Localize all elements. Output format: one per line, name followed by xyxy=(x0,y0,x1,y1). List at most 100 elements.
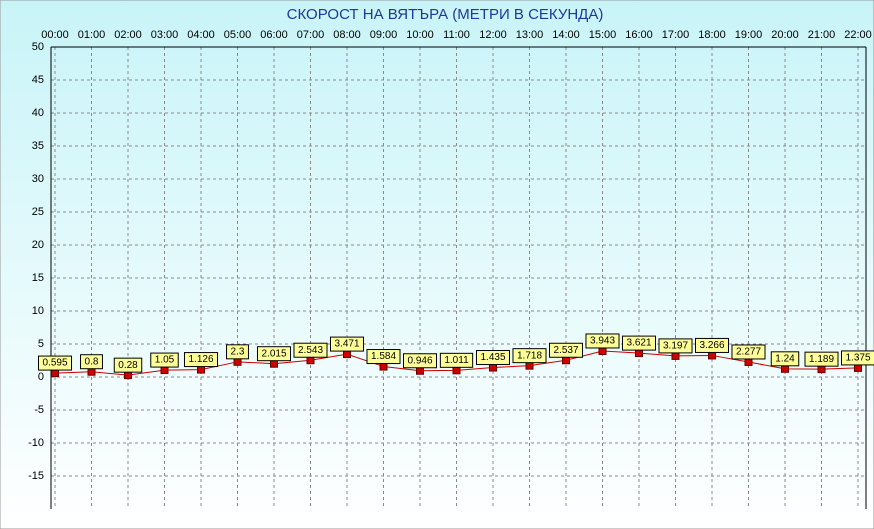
value-label: 1.718 xyxy=(517,350,542,361)
marker xyxy=(233,357,242,366)
value-label: 2.537 xyxy=(553,345,578,356)
marker xyxy=(452,366,461,375)
value-label: 1.24 xyxy=(775,353,795,364)
marker xyxy=(562,356,570,365)
marks: 0.595 0.8 0.28 1.05 1.126 2.3 2.015 2.543 3.471 1… xyxy=(37,333,874,380)
x-tick-label: 02:00 xyxy=(114,29,142,41)
value-label-box xyxy=(840,350,874,366)
value-label: 0.595 xyxy=(42,358,67,369)
value-label: 1.375 xyxy=(845,353,870,364)
x-tick-label: 03:00 xyxy=(151,29,179,41)
y-tick-label: 20 xyxy=(32,239,44,251)
y-tick-label: 15 xyxy=(32,272,44,284)
x-tick-label: 12:00 xyxy=(479,29,507,41)
value-label-box xyxy=(402,353,438,369)
x-tick-label: 09:00 xyxy=(370,29,398,41)
value-label-box xyxy=(512,348,547,364)
marker xyxy=(817,365,826,374)
value-label: 2.277 xyxy=(736,347,761,358)
value-label-box xyxy=(548,342,584,358)
y-tick-label: 50 xyxy=(32,41,44,53)
value-label-box xyxy=(150,352,179,368)
x-tick-label: 18:00 xyxy=(698,29,726,41)
value-label-box xyxy=(804,351,839,367)
value-label-box xyxy=(366,349,401,365)
x-tick-label: 13:00 xyxy=(516,29,544,41)
marker xyxy=(160,366,169,375)
value-label-box xyxy=(293,342,328,358)
marker xyxy=(306,356,315,365)
marker xyxy=(379,362,388,371)
x-tick-label: 05:00 xyxy=(224,29,252,41)
x-tick-label: 16:00 xyxy=(625,29,653,41)
x-tick-label: 04:00 xyxy=(187,29,215,41)
marker xyxy=(744,357,753,366)
value-label-box xyxy=(37,355,73,371)
value-label-box xyxy=(585,333,620,349)
y-tick-label: 45 xyxy=(32,74,44,86)
value-label: 2.543 xyxy=(298,345,323,356)
x-tick-label: 00:00 xyxy=(41,29,69,41)
marker xyxy=(854,363,862,372)
value-label: 3.471 xyxy=(334,339,359,350)
chart-title: СКОРОСТ НА ВЯТЪРА (МЕТРИ В СЕКУНДА) xyxy=(287,6,604,23)
value-label-box xyxy=(113,357,143,373)
x-tick-label: 22:00 xyxy=(844,29,872,41)
x-tick-label: 14:00 xyxy=(552,29,580,41)
value-label-box xyxy=(439,352,474,368)
x-tick-label: 06:00 xyxy=(260,29,288,41)
x-tick-label: 15:00 xyxy=(589,29,617,41)
y-tick-label: 5 xyxy=(38,338,44,350)
value-label-box xyxy=(770,351,800,367)
value-label: 0.946 xyxy=(407,355,432,366)
value-label: 0.8 xyxy=(85,356,99,367)
marker xyxy=(197,365,205,374)
value-label-box xyxy=(329,336,365,352)
value-label: 1.126 xyxy=(188,354,213,365)
value-label-box xyxy=(731,344,766,360)
marker xyxy=(343,350,351,359)
y-tick-label: -5 xyxy=(34,404,44,416)
marker xyxy=(525,361,534,370)
value-label-box xyxy=(658,338,693,354)
x-tick-label: 10:00 xyxy=(406,29,434,41)
value-label: 1.05 xyxy=(155,355,175,366)
x-tick-label: 17:00 xyxy=(662,29,690,41)
y-tick-label: 30 xyxy=(32,173,44,185)
x-tick-label: 20:00 xyxy=(771,29,799,41)
y-tick-label: 35 xyxy=(32,140,44,152)
marker xyxy=(270,359,278,368)
value-label-box xyxy=(621,335,657,351)
x-tick-label: 08:00 xyxy=(333,29,361,41)
value-label: 1.189 xyxy=(809,354,834,365)
y-tick-label: 25 xyxy=(32,206,44,218)
marker xyxy=(51,369,59,378)
y-tick-label: 40 xyxy=(32,107,44,119)
y-tick-label: 10 xyxy=(32,305,44,317)
x-tick-label: 19:00 xyxy=(735,29,763,41)
value-label: 3.197 xyxy=(663,341,688,352)
value-label: 3.266 xyxy=(699,340,724,351)
x-tick-label: 07:00 xyxy=(297,29,325,41)
x-tick-label: 21:00 xyxy=(808,29,836,41)
value-label-box xyxy=(475,350,511,366)
value-label: 3.621 xyxy=(626,338,651,349)
value-label: 2.3 xyxy=(231,346,245,357)
value-label: 1.011 xyxy=(444,355,469,366)
y-tick-label: -15 xyxy=(28,470,44,482)
value-label: 1.435 xyxy=(480,352,505,363)
value-label-box xyxy=(256,346,292,362)
value-label-box xyxy=(183,352,219,368)
marker xyxy=(87,367,96,376)
marker xyxy=(781,364,789,373)
value-label: 0.28 xyxy=(118,360,138,371)
value-label-box xyxy=(80,354,103,370)
y-tick-label: 0 xyxy=(38,371,44,383)
marker xyxy=(635,349,643,358)
marker xyxy=(124,371,132,380)
marker xyxy=(708,351,716,360)
value-label: 2.015 xyxy=(261,348,286,359)
